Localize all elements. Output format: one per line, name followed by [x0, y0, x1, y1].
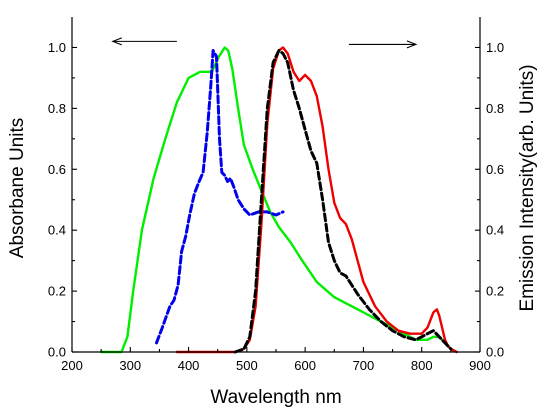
- series-line-4: [233, 49, 453, 354]
- x-tick-label: 300: [119, 358, 141, 373]
- y-tick-label-right: 0.2: [486, 284, 504, 299]
- y-tick-label-right: 0.6: [486, 162, 504, 177]
- x-tick-label: 200: [61, 358, 83, 373]
- ticks-layer: 200 300 400 500 600 700 800 9000.00.20.40.60.81…: [48, 40, 504, 373]
- x-tick-label: 400: [178, 358, 200, 373]
- y-tick-label-left: 1.0: [48, 40, 66, 55]
- y-tick-label-right: 0.8: [486, 101, 504, 116]
- x-axis-title: Wavelength nm: [210, 387, 341, 408]
- y-tick-label-left: 0.0: [48, 345, 66, 360]
- x-tick-label: 500: [236, 358, 258, 373]
- series-line-2: [155, 49, 285, 345]
- annotation-arrows: [111, 37, 418, 49]
- y-tick-label-right: 0.0: [486, 345, 504, 360]
- y-axis-title-left: Absorbane Units: [7, 118, 28, 258]
- arrow-left: [111, 37, 177, 46]
- y-axis-title-right: Emission Intensity(arb. Units): [517, 64, 538, 311]
- y-tick-label-right: 0.4: [486, 223, 504, 238]
- y-tick-label-right: 1.0: [486, 40, 504, 55]
- y-tick-label-left: 0.8: [48, 101, 66, 116]
- x-tick-label: 600: [294, 358, 316, 373]
- x-tick-label: 900: [469, 358, 491, 373]
- x-tick-label: 700: [353, 358, 375, 373]
- arrow-right: [348, 40, 418, 49]
- x-tick-label: 800: [411, 358, 433, 373]
- y-tick-label-left: 0.6: [48, 162, 66, 177]
- y-tick-label-left: 0.2: [48, 284, 66, 299]
- series-layer: [99, 46, 458, 354]
- series-line-1: [99, 46, 458, 354]
- axes-layer: [71, 17, 481, 353]
- y-tick-label-left: 0.4: [48, 223, 66, 238]
